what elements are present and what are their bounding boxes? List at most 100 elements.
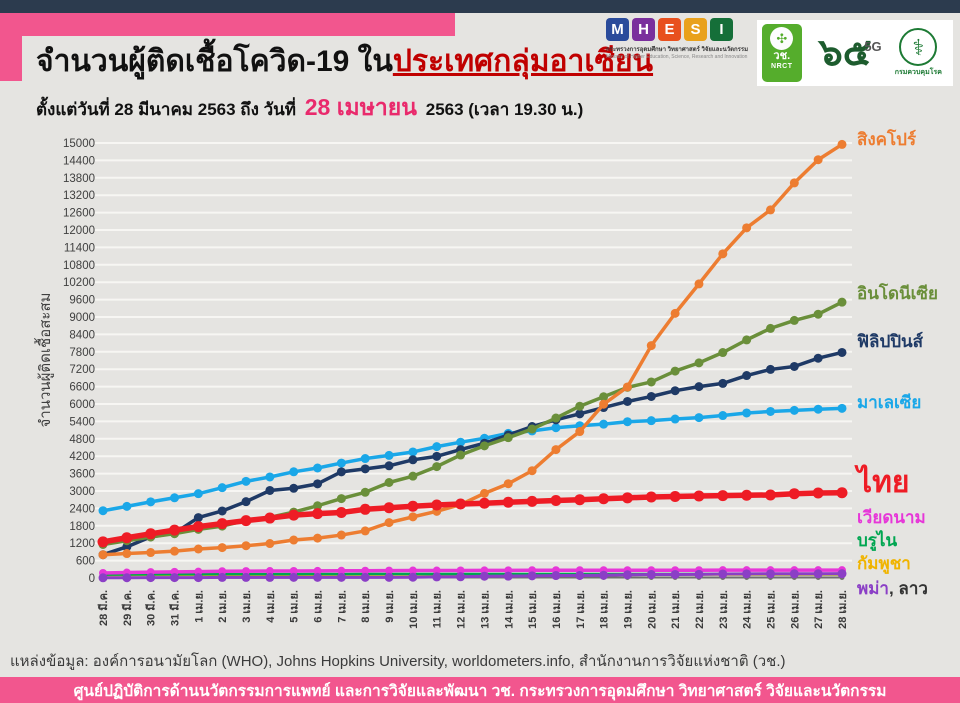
series-marker-thailand <box>192 521 204 533</box>
series-label-text-thailand: ไทย <box>857 466 910 500</box>
series-marker-malaysia <box>718 411 728 421</box>
series-marker-singapore <box>313 533 323 543</box>
series-marker-myanmar <box>670 569 680 579</box>
series-marker-singapore <box>813 155 823 165</box>
series-marker-malaysia <box>313 463 323 473</box>
y-tick-label: 10800 <box>63 260 95 272</box>
y-tick-label: 9000 <box>69 312 95 324</box>
series-marker-myanmar <box>742 569 752 579</box>
series-marker-indonesia <box>527 424 537 434</box>
series-label-text-singapore: สิงคโปร์ <box>857 129 917 149</box>
x-tick-label: 24 เม.ย. <box>742 590 754 629</box>
series-marker-philippines <box>432 451 442 461</box>
series-marker-indonesia <box>503 433 513 443</box>
x-tick-label: 4 เม.ย. <box>265 590 277 623</box>
series-marker-thailand <box>502 496 514 508</box>
series-marker-philippines <box>742 371 752 381</box>
series-label-myanmar: พม่า, ลาว <box>857 579 928 599</box>
series-marker-malaysia <box>265 472 275 482</box>
series-marker-singapore <box>98 550 108 560</box>
series-marker-malaysia <box>789 405 799 415</box>
series-marker-thailand <box>407 500 419 512</box>
series-marker-myanmar <box>813 569 823 579</box>
footer-credit-bar: ศูนย์ปฏิบัติการด้านนวัตกรรมการแพทย์ และก… <box>0 677 960 703</box>
series-label-brunei: บรูไน <box>857 531 897 551</box>
series-marker-indonesia <box>551 413 561 423</box>
y-tick-label: 6600 <box>69 382 95 394</box>
nrct-anniversary-5g-logo: ๖๕ 5G <box>807 24 884 82</box>
series-marker-myanmar <box>193 573 203 583</box>
series-marker-vietnam <box>432 566 441 575</box>
series-marker-malaysia <box>599 419 609 429</box>
series-label-cambodia: กัมพูชา <box>857 554 911 574</box>
x-tick-label: 29 มี.ค. <box>121 590 134 626</box>
series-marker-singapore <box>718 249 728 259</box>
y-tick-label: 600 <box>76 556 95 568</box>
series-marker-philippines <box>193 513 203 523</box>
x-tick-label: 16 เม.ย. <box>551 590 563 629</box>
title-black-part: จำนวนผู้ติดเชื้อโควิด-19 ใน <box>36 45 393 78</box>
y-tick-label: 15000 <box>63 138 95 150</box>
series-marker-myanmar <box>694 569 704 579</box>
series-marker-thailand <box>359 503 371 515</box>
series-marker-indonesia <box>336 494 346 504</box>
series-marker-singapore <box>265 539 275 549</box>
x-tick-label: 23 เม.ย. <box>718 590 730 629</box>
series-marker-myanmar <box>789 569 799 579</box>
series-marker-malaysia <box>432 442 442 452</box>
series-marker-vietnam <box>289 567 298 576</box>
series-marker-thailand <box>121 532 133 544</box>
series-marker-vietnam <box>361 566 370 575</box>
disease-control-logo: ⚕ กรมควบคุมโรค <box>889 28 948 78</box>
series-marker-philippines <box>384 461 394 471</box>
series-marker-philippines <box>622 396 632 406</box>
y-tick-label: 8400 <box>69 329 95 341</box>
series-marker-malaysia <box>694 413 704 423</box>
y-tick-label: 6000 <box>69 399 95 411</box>
pink-accent-band <box>0 13 455 36</box>
pink-accent-left <box>0 13 22 81</box>
y-tick-label: 3000 <box>69 486 95 498</box>
series-label-text-philippines: ฟิลิปปินส์ <box>857 331 924 351</box>
x-tick-label: 20 เม.ย. <box>646 590 658 629</box>
series-marker-myanmar <box>265 572 275 582</box>
x-tick-label: 27 เม.ย. <box>813 590 825 629</box>
series-marker-indonesia <box>575 401 585 411</box>
series-marker-indonesia <box>837 297 847 307</box>
series-label-philippines: ฟิลิปปินส์ <box>857 331 924 352</box>
x-tick-label: 18 เม.ย. <box>599 590 611 629</box>
series-marker-malaysia <box>551 423 561 433</box>
series-marker-singapore <box>646 341 656 351</box>
x-tick-label: 5 เม.ย. <box>289 590 301 623</box>
series-marker-thailand <box>669 490 681 502</box>
x-tick-label: 14 เม.ย. <box>503 590 515 629</box>
y-tick-label: 13200 <box>63 190 95 202</box>
series-marker-myanmar <box>622 570 632 580</box>
series-marker-myanmar <box>551 571 561 581</box>
series-marker-singapore <box>622 382 632 392</box>
series-marker-myanmar <box>170 573 180 583</box>
y-tick-label: 3600 <box>69 469 95 481</box>
series-marker-indonesia <box>694 358 704 368</box>
series-marker-singapore <box>146 548 156 558</box>
series-marker-malaysia <box>217 483 227 493</box>
series-label-indonesia: อินโดนีเซีย <box>857 284 938 304</box>
fiveg-label: 5G <box>864 39 882 54</box>
series-marker-vietnam <box>408 566 417 575</box>
series-marker-myanmar <box>765 569 775 579</box>
series-marker-singapore <box>336 530 346 540</box>
series-marker-singapore <box>789 178 799 188</box>
series-marker-singapore <box>742 223 752 233</box>
series-marker-thailand <box>216 518 228 530</box>
series-marker-indonesia <box>384 478 394 488</box>
series-marker-thailand <box>145 528 157 540</box>
series-marker-myanmar <box>146 573 156 583</box>
y-tick-label: 11400 <box>64 242 95 254</box>
series-marker-malaysia <box>456 437 466 447</box>
y-tick-label: 1200 <box>69 538 95 550</box>
x-tick-label: 6 เม.ย. <box>313 590 325 623</box>
series-marker-myanmar <box>837 569 847 579</box>
y-axis-title: จำนวนผู้ติดเชื้อสะสม <box>34 293 54 428</box>
series-marker-indonesia <box>432 462 442 472</box>
